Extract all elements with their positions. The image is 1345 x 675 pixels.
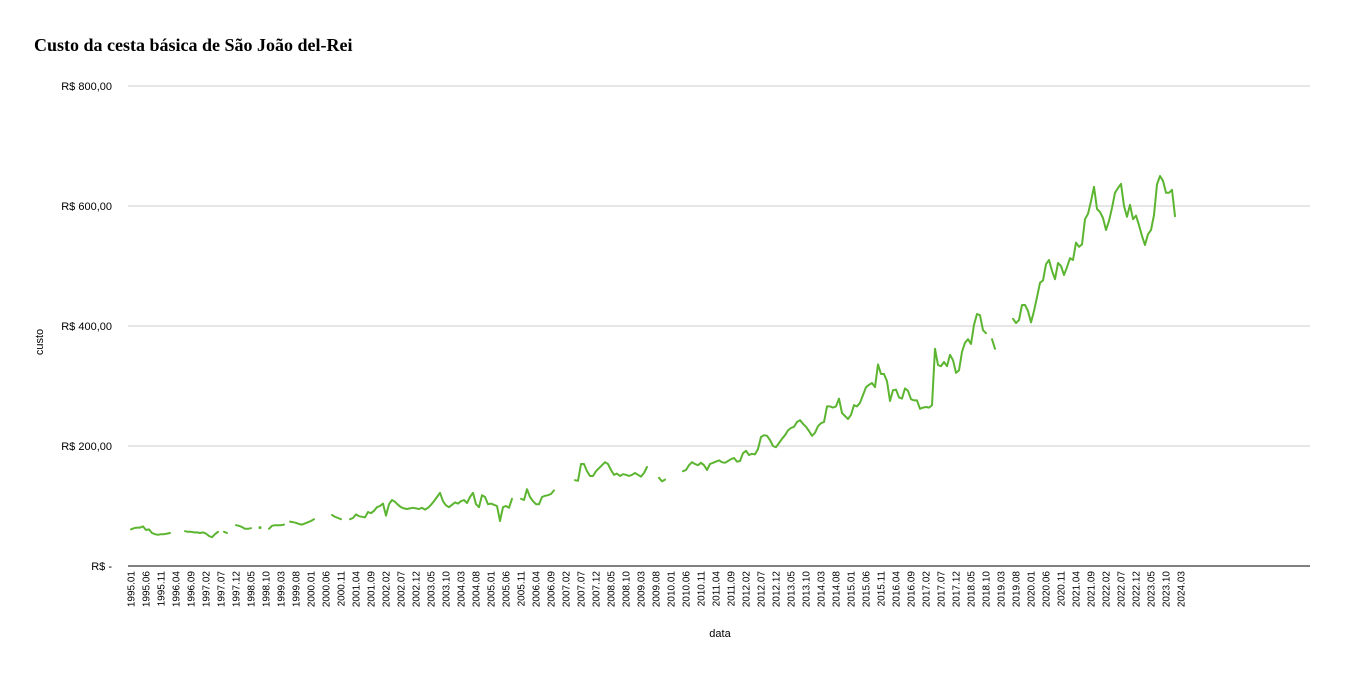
x-tick-label: 2015.11: [877, 571, 888, 607]
x-tick-label: 2011.09: [727, 571, 738, 607]
x-tick-label: 2020.11: [1057, 571, 1068, 607]
x-tick-label: 2010.06: [682, 571, 693, 608]
x-axis-label: data: [709, 628, 731, 640]
x-tick-label: 2005.01: [487, 571, 498, 608]
data-point: [258, 526, 262, 530]
x-tick-label: 2011.04: [712, 571, 723, 607]
chart-title: Custo da cesta básica de São João del-Re…: [34, 35, 353, 55]
y-tick-label: R$ -: [91, 561, 112, 573]
series-line-segment: [574, 461, 648, 482]
x-tick-label: 1996.09: [187, 571, 198, 608]
x-tick-label: 2014.03: [817, 571, 828, 608]
x-tick-label: 1998.10: [262, 571, 273, 608]
x-tick-label: 2020.06: [1042, 571, 1053, 608]
x-tick-label: 1995.06: [142, 571, 153, 608]
x-tick-label: 1997.12: [232, 571, 243, 608]
x-tick-label: 2001.09: [367, 571, 378, 608]
x-tick-label: 2023.10: [1162, 571, 1173, 608]
x-tick-label: 2021.09: [1087, 571, 1098, 608]
x-tick-label: 2022.12: [1132, 571, 1143, 608]
x-tick-label: 2018.05: [967, 571, 978, 608]
x-tick-label: 2020.01: [1027, 571, 1038, 608]
x-tick-label: 1999.03: [277, 571, 288, 608]
series-line-segment: [991, 338, 996, 350]
x-tick-label: 2000.01: [307, 571, 318, 608]
x-tick-label: 2002.12: [412, 571, 423, 608]
series-line-segment: [289, 518, 315, 526]
x-tick-label: 2007.12: [592, 571, 603, 608]
x-tick-label: 2019.03: [997, 571, 1008, 608]
series-line-segment: [520, 488, 555, 506]
x-tick-label: 1999.08: [292, 571, 303, 608]
gridlines: [128, 85, 1310, 447]
x-tick-label: 2017.12: [952, 571, 963, 608]
x-tick-label: 1997.02: [202, 571, 213, 608]
x-tick-label: 2013.05: [787, 571, 798, 608]
x-tick-label: 2000.11: [337, 571, 348, 607]
series-line-segment: [658, 476, 666, 483]
x-tick-label: 2016.04: [892, 571, 903, 608]
series-line: [130, 175, 1176, 539]
x-tick-label: 2019.08: [1012, 571, 1023, 608]
x-tick-label: 2010.11: [697, 571, 708, 607]
y-tick-label: R$ 400,00: [61, 321, 112, 333]
x-tick-label: 2007.07: [577, 571, 588, 608]
x-tick-label: 2002.02: [382, 571, 393, 608]
x-tick-label: 2017.02: [922, 571, 933, 608]
y-tick-label: R$ 600,00: [61, 201, 112, 213]
x-tick-label: 2008.05: [607, 571, 618, 608]
series-line-segment: [349, 491, 513, 522]
series-line-segment: [331, 514, 342, 521]
x-tick-label: 1996.04: [172, 571, 183, 608]
series-line-segment: [268, 523, 285, 530]
x-tick-label: 2007.02: [562, 571, 573, 608]
x-tick-label: 2015.06: [862, 571, 873, 608]
series-line-segment: [235, 524, 252, 530]
x-tick-label: 2013.10: [802, 571, 813, 608]
x-tick-label: 2022.07: [1117, 571, 1128, 608]
y-axis-ticks: R$ - R$ 200,00 R$ 400,00 R$ 600,00 R$ 800,00: [61, 81, 112, 573]
x-tick-label: 2016.09: [907, 571, 918, 608]
x-tick-label: 1995.01: [127, 571, 138, 608]
x-tick-label: 2010.01: [667, 571, 678, 608]
x-tick-label: 2012.02: [742, 571, 753, 608]
x-tick-label: 2001.04: [352, 571, 363, 608]
series-line-segment: [130, 525, 171, 536]
x-tick-label: 2008.10: [622, 571, 633, 608]
x-tick-label: 2015.01: [847, 571, 858, 608]
x-tick-label: 2024.03: [1177, 571, 1188, 608]
x-tick-label: 2012.12: [772, 571, 783, 608]
x-tick-label: 2017.07: [937, 571, 948, 608]
x-tick-label: 2005.11: [517, 571, 528, 607]
series-line-segment: [682, 313, 987, 473]
x-tick-label: 2000.06: [322, 571, 333, 608]
y-axis-label: custo: [34, 329, 46, 355]
x-tick-label: 2003.10: [442, 571, 453, 608]
x-tick-label: 2022.02: [1102, 571, 1113, 608]
x-tick-label: 2018.10: [982, 571, 993, 608]
series-line-segment: [223, 530, 228, 534]
x-tick-label: 2009.03: [637, 571, 648, 608]
x-tick-label: 1997.07: [217, 571, 228, 608]
x-tick-label: 1995.11: [157, 571, 168, 607]
x-axis-ticks: 1995.01 1995.06 1995.11 1996.04 1996.09 1997.…: [127, 571, 1188, 608]
x-tick-label: 2023.05: [1147, 571, 1158, 608]
x-tick-label: 2002.07: [397, 571, 408, 608]
x-tick-label: 2005.06: [502, 571, 513, 608]
x-tick-label: 2004.03: [457, 571, 468, 608]
x-tick-label: 2006.09: [547, 571, 558, 608]
series-line-segment: [1012, 175, 1176, 324]
x-tick-label: 2012.07: [757, 571, 768, 608]
x-tick-label: 2003.05: [427, 571, 438, 608]
x-tick-label: 2004.08: [472, 571, 483, 608]
x-tick-label: 2021.04: [1072, 571, 1083, 608]
x-tick-label: 2009.08: [652, 571, 663, 608]
y-tick-label: R$ 800,00: [61, 81, 112, 93]
x-tick-label: 2006.04: [532, 571, 543, 608]
series-line-segment: [184, 530, 219, 539]
x-tick-label: 2014.08: [832, 571, 843, 608]
x-tick-label: 1998.05: [247, 571, 258, 608]
y-tick-label: R$ 200,00: [61, 441, 112, 453]
